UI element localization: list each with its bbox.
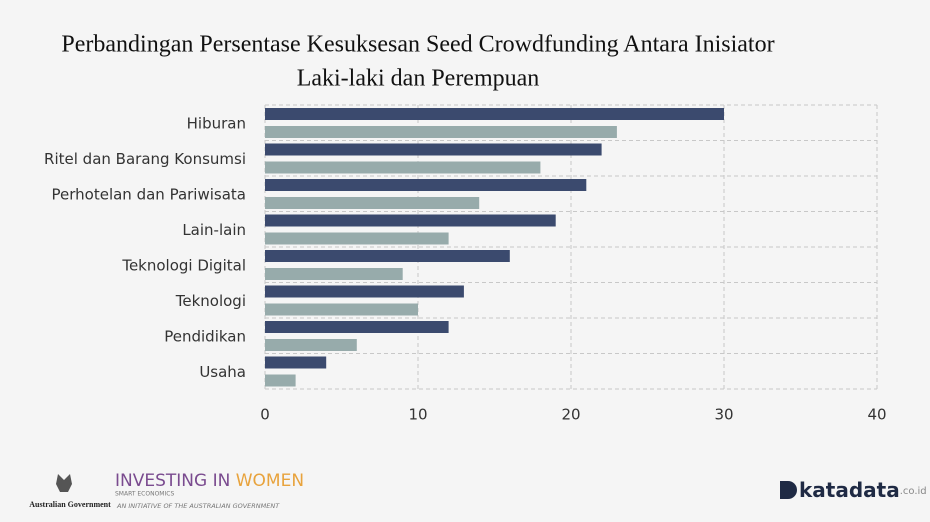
bar <box>265 339 357 351</box>
source-name: katadata <box>799 478 900 502</box>
bar <box>265 321 449 333</box>
brand-sub: SMART ECONOMICS <box>115 491 174 498</box>
y-tick-label: Ritel dan Barang Konsumsi <box>44 150 246 168</box>
bar <box>265 285 464 298</box>
y-tick-label: Perhotelan dan Pariwisata <box>52 185 246 203</box>
bar <box>265 108 724 120</box>
x-tick-label: 30 <box>714 406 733 424</box>
initiative: AN INITIATIVE OF THE AUSTRALIAN GOVERNME… <box>116 502 280 510</box>
bar <box>265 161 541 174</box>
brand-a: INVESTING IN <box>115 471 236 491</box>
x-tick-label: 20 <box>561 406 580 424</box>
y-tick-label: Teknologi Digital <box>121 256 246 274</box>
bar <box>265 179 587 191</box>
x-tick-label: 10 <box>408 406 427 424</box>
y-tick-label: Teknologi <box>175 292 246 310</box>
chart-title: Perbandingan Persentase Kesuksesan Seed … <box>61 32 774 58</box>
y-tick-label: Lain-lain <box>182 221 246 239</box>
footer: Australian Government INVESTING IN WOMEN… <box>29 471 926 510</box>
bar <box>265 214 556 227</box>
y-tick-label: Hiburan <box>187 114 246 132</box>
bar <box>265 232 449 245</box>
bar <box>265 356 327 369</box>
y-tick-label: Usaha <box>199 363 246 381</box>
gov-label: Australian Government <box>29 500 111 509</box>
x-tick-label: 40 <box>867 406 886 424</box>
source: katadata.co.id <box>799 478 927 502</box>
y-tick-label: Pendidikan <box>164 327 246 345</box>
bar <box>265 126 617 138</box>
brand: INVESTING IN WOMEN <box>115 471 304 491</box>
bar <box>265 268 403 280</box>
brand-b: WOMEN <box>236 471 304 491</box>
bar <box>265 143 602 156</box>
bar <box>265 250 510 262</box>
source-icon <box>780 481 797 499</box>
bar <box>265 303 418 316</box>
bar <box>265 197 480 209</box>
x-tick-label: 0 <box>260 406 270 424</box>
chart-title: Laki-laki dan Perempuan <box>297 66 540 92</box>
source-domain: .co.id <box>900 486 927 497</box>
bar <box>265 374 296 387</box>
crest-icon <box>56 474 72 492</box>
